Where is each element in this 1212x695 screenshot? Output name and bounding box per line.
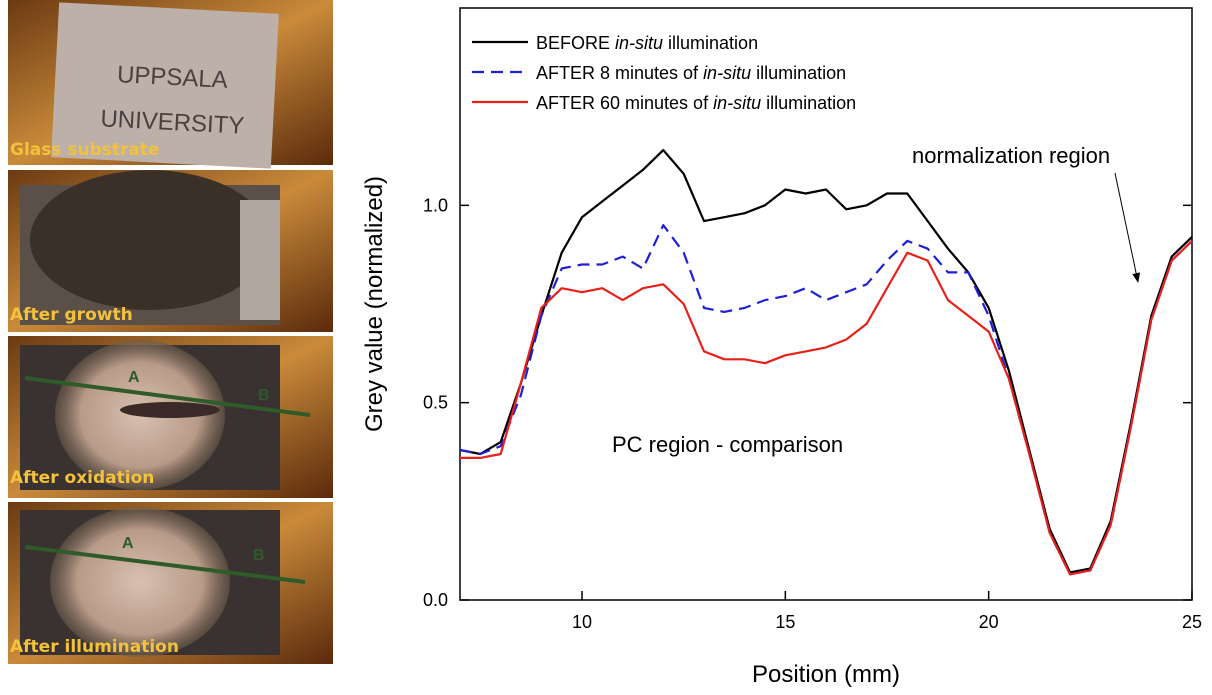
marker-label: B bbox=[258, 387, 270, 404]
legend-label: AFTER 60 minutes of in-situ illumination bbox=[536, 93, 856, 113]
y-tick-label: 1.0 bbox=[423, 195, 448, 215]
legend-label-part: AFTER 60 minutes of bbox=[536, 93, 713, 113]
x-axis-label: Position (mm) bbox=[752, 661, 900, 688]
marker-label: A bbox=[122, 535, 134, 552]
series-line bbox=[459, 224, 1193, 576]
x-tick-label: 20 bbox=[979, 612, 999, 632]
x-tick-label: 25 bbox=[1182, 612, 1202, 632]
photo-1: UPPSALA UNIVERSITY Glass substrate bbox=[8, 0, 333, 169]
legend-label-part: in-situ bbox=[615, 33, 663, 53]
annotation-arrow bbox=[1114, 172, 1141, 283]
legend-label-part: illumination bbox=[761, 93, 856, 113]
marker-label: B bbox=[253, 547, 265, 564]
photo-4: A B After illumination bbox=[8, 502, 333, 664]
photo-text: UPPSALA bbox=[116, 61, 228, 94]
photo-label: After illumination bbox=[10, 637, 179, 657]
x-tick-label: 10 bbox=[572, 612, 592, 632]
legend-label: BEFORE in-situ illumination bbox=[536, 33, 758, 53]
legend-label-part: illumination bbox=[663, 33, 758, 53]
y-tick-label: 0.5 bbox=[423, 393, 448, 413]
legend-label-part: AFTER 8 minutes of bbox=[536, 63, 703, 83]
plot-frame bbox=[459, 7, 1193, 601]
annotation: PC region - comparison bbox=[612, 432, 843, 457]
legend-label-part: in-situ bbox=[703, 63, 751, 83]
legend-label: AFTER 8 minutes of in-situ illumination bbox=[536, 63, 846, 83]
legend-label-part: in-situ bbox=[713, 93, 761, 113]
photo-label: Glass substrate bbox=[10, 140, 160, 160]
x-tick-label: 15 bbox=[775, 612, 795, 632]
photo-2: After growth bbox=[8, 170, 333, 332]
legend-label-part: illumination bbox=[751, 63, 846, 83]
series-line bbox=[460, 240, 1193, 576]
series-line bbox=[459, 149, 1193, 574]
annotation: normalization region bbox=[912, 143, 1110, 168]
photo-3: A B After oxidation bbox=[8, 336, 333, 498]
y-axis-label: Grey value (normalized) bbox=[361, 176, 388, 432]
photo-label: After oxidation bbox=[10, 468, 154, 488]
y-tick-label: 0.0 bbox=[423, 590, 448, 610]
photo-label: After growth bbox=[10, 305, 133, 325]
legend-label-part: BEFORE bbox=[536, 33, 615, 53]
marker-label: A bbox=[128, 369, 140, 386]
